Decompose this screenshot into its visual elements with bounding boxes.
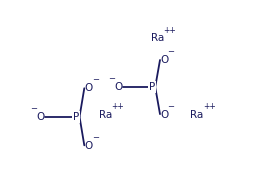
Text: −: −: [168, 47, 175, 56]
Text: ++: ++: [111, 102, 124, 111]
Text: −: −: [92, 133, 99, 142]
Text: Ra: Ra: [99, 110, 112, 119]
Text: O: O: [84, 141, 93, 151]
Text: O: O: [160, 55, 168, 65]
Text: P: P: [149, 82, 155, 92]
Text: ++: ++: [203, 102, 216, 111]
Text: −: −: [108, 74, 115, 83]
Text: −: −: [31, 104, 38, 113]
Text: P: P: [73, 112, 79, 122]
Text: ++: ++: [163, 26, 176, 35]
Text: −: −: [92, 75, 99, 84]
Text: O: O: [84, 83, 93, 93]
Text: −: −: [168, 102, 175, 111]
Text: Ra: Ra: [151, 33, 164, 43]
Text: O: O: [160, 110, 168, 119]
Text: O: O: [115, 82, 123, 92]
Text: Ra: Ra: [190, 110, 204, 119]
Text: O: O: [37, 112, 45, 122]
